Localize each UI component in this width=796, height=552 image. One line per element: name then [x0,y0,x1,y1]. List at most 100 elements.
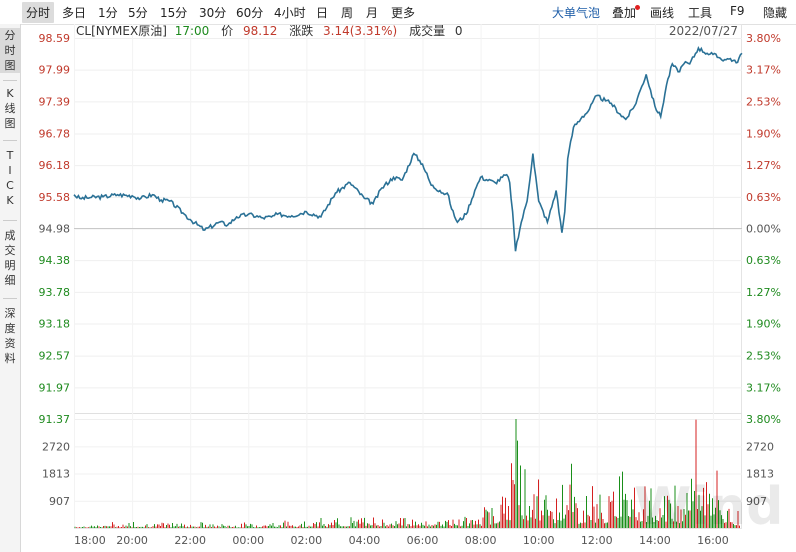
change-caption: 涨跌 [289,23,313,38]
volume-axis-left: 2720 1813 907 [42,440,70,507]
time-tick-label: 04:00 [349,534,381,547]
side-tab-char: I [8,164,12,177]
volume-tick-label: 1813 [746,468,774,481]
period-tab-day[interactable]: 日 [316,6,329,20]
tools-button[interactable]: 工具 [688,6,713,20]
time-tick-label: 22:00 [174,534,206,547]
chart-date: 2022/07/27 [669,24,738,38]
quote-time: 17:00 [175,24,210,38]
price-line-series [73,45,743,252]
vertical-gridlines [74,24,714,528]
draw-line-button[interactable]: 画线 [650,6,675,20]
side-tab-char: 时 [4,44,16,57]
side-tab-depth-info[interactable]: 深度资料 [0,306,20,366]
price-tick-label: 98.59 [39,32,71,45]
percent-tick-label: 2.53% [746,350,781,363]
period-tab-week[interactable]: 周 [341,6,354,20]
percent-tick-label: 3.17% [746,64,781,77]
period-tab-30min[interactable]: 30分 [199,6,227,20]
volume-tick-label: 2720 [42,440,70,453]
side-tab-char: 料 [4,352,16,365]
period-tab-5min[interactable]: 5分 [128,6,148,20]
change-value: 3.14(3.31%) [323,24,397,38]
period-tab-month[interactable]: 月 [366,6,379,20]
side-tab-divider [3,220,17,221]
period-tab-4hour[interactable]: 4小时 [274,6,306,20]
side-tab-trade-detail[interactable]: 成交明细 [0,228,20,288]
percent-tick-label: 0.00% [746,223,781,236]
side-tab-intraday-chart[interactable]: 分时图 [0,28,20,73]
period-more-menu[interactable]: 更多 [391,6,416,20]
side-tab-char: 成 [4,229,16,242]
price-tick-label: 92.57 [39,350,71,363]
volume-axis-right: 2720 1813 907 [746,440,774,507]
volume-value: 0 [455,24,463,38]
time-tick-label: 14:00 [639,534,671,547]
plot-frame [74,24,742,529]
time-tick-label: 08:00 [465,534,497,547]
quote-info-line: CL[NYMEX原油] 17:00 价 98.12 涨跌 3.14(3.31%)… [76,23,463,38]
period-tab-1min[interactable]: 1分 [98,6,118,20]
side-tab-char: 细 [4,274,16,287]
price-tick-label: 97.39 [39,95,71,108]
overlay-button[interactable]: 叠加 [612,6,637,20]
price-tick-label: 96.18 [39,159,71,172]
side-tab-divider [3,140,17,141]
percent-tick-label: 1.27% [746,159,781,172]
volume-tick-label: 2720 [746,440,774,453]
period-tab-intraday[interactable]: 分时 [22,2,55,23]
time-tick-label: 02:00 [290,534,322,547]
price-tick-label: 93.78 [39,286,71,299]
side-tab-divider [3,298,17,299]
price-tick-label: 97.99 [39,64,71,77]
horizontal-gridlines [74,38,742,502]
side-tab-divider [3,80,17,81]
percent-axis-right: 3.80% 3.17% 2.53% 1.90% 1.27% 0.63% 0.00% 0.63%… [746,32,781,426]
wind-watermark: Wind [634,477,783,537]
time-tick-label: 06:00 [407,534,439,547]
percent-tick-label: 3.80% [746,413,781,426]
side-tab-char: K [6,194,14,207]
percent-tick-label: 1.90% [746,128,781,141]
volume-tick-label: 907 [746,495,767,508]
percent-tick-label: 1.27% [746,286,781,299]
side-tab-char: 图 [4,59,16,72]
big-order-bubble-toggle[interactable]: 大单气泡 [552,6,601,20]
price-tick-label: 93.18 [39,317,71,330]
period-tab-15min[interactable]: 15分 [160,6,188,20]
period-tab-60min[interactable]: 60分 [236,6,264,20]
time-tick-label: 10:00 [523,534,555,547]
last-price: 98.12 [243,24,277,38]
price-axis-left: 98.59 97.99 97.39 96.78 96.18 95.58 94.98 94.38… [39,32,71,426]
price-tick-label: 91.37 [39,413,71,426]
symbol-label: CL[NYMEX原油] [76,24,167,38]
time-tick-label: 12:00 [581,534,613,547]
volume-caption: 成交量 [409,23,445,38]
price-tick-label: 94.38 [39,254,71,267]
side-tab-char: 度 [4,322,16,335]
time-axis: 18:00 20:00 22:00 00:00 02:00 04:00 06:00 08:00… [74,534,729,547]
side-tab-char: 交 [4,244,16,257]
volume-tick-label: 907 [49,495,70,508]
side-tab-char: 线 [4,102,16,115]
time-tick-label: 16:00 [697,534,729,547]
notification-dot [635,5,640,10]
time-tick-label: 20:00 [116,534,148,547]
price-caption: 价 [221,24,233,38]
percent-tick-label: 0.63% [746,254,781,267]
time-tick-label: 18:00 [74,534,106,547]
period-tab-multiday[interactable]: 多日 [62,6,87,20]
percent-tick-label: 1.90% [746,317,781,330]
side-tab-char: 图 [4,117,16,130]
side-tab-char: K [6,87,14,100]
hide-button[interactable]: 隐藏 [763,6,788,20]
f9-button[interactable]: F9 [730,4,745,18]
side-tab-char: 资 [4,337,16,350]
percent-tick-label: 0.63% [746,191,781,204]
side-tab-char: 分 [4,29,16,42]
